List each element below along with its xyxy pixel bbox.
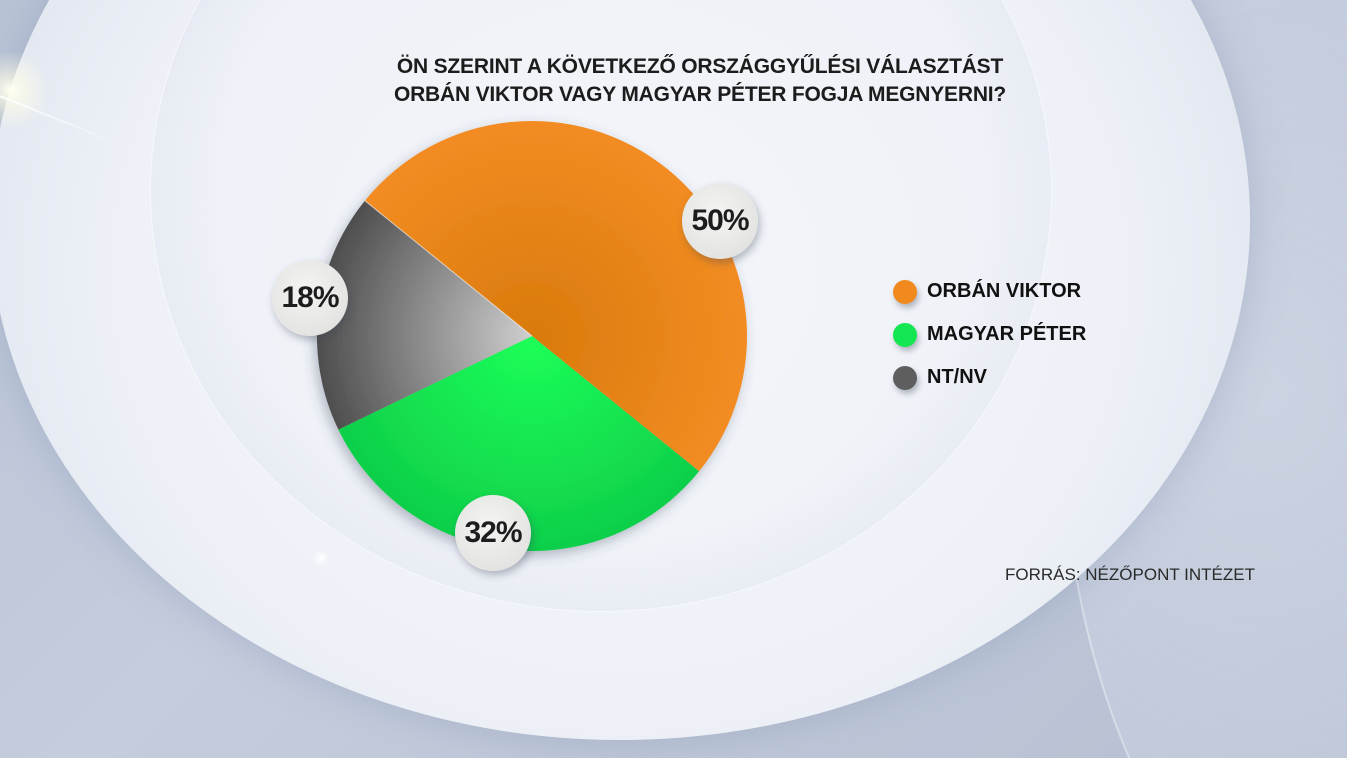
- chart-title: ÖN SZERINT A KÖVETKEZŐ ORSZÁGGYŰLÉSI VÁL…: [340, 53, 1060, 109]
- legend-item-ntnv: NT/NV: [893, 356, 1086, 399]
- source-note: FORRÁS: NÉZŐPONT INTÉZET: [1005, 565, 1255, 584]
- pie-slice-ntnv: [316, 200, 532, 430]
- pie-slice-orban: [364, 120, 748, 472]
- sparkle-icon: [312, 549, 330, 567]
- chart-title-line-1: ÖN SZERINT A KÖVETKEZŐ ORSZÁGGYŰLÉSI VÁL…: [396, 55, 1004, 78]
- legend-label: NT/NV: [927, 366, 987, 388]
- legend-dot-green-icon: [893, 322, 917, 347]
- pie-label-ntnv: 18%: [272, 260, 348, 336]
- legend-dot-orange-icon: [893, 279, 917, 304]
- pie-label-orban: 50%: [682, 183, 758, 259]
- legend-item-orban: ORBÁN VIKTOR: [893, 270, 1086, 313]
- pie-label-magyar: 32%: [455, 495, 531, 571]
- legend-item-magyar: MAGYAR PÉTER: [893, 313, 1086, 356]
- legend-label: ORBÁN VIKTOR: [927, 280, 1082, 302]
- chart-title-line-2: ORBÁN VIKTOR VAGY MAGYAR PÉTER FOGJA MEG…: [393, 83, 1007, 106]
- chart-legend: ORBÁN VIKTOR MAGYAR PÉTER NT/NV: [893, 270, 1086, 399]
- legend-dot-grey-icon: [893, 365, 917, 390]
- pie-slice-magyar: [338, 336, 700, 552]
- legend-label: MAGYAR PÉTER: [927, 323, 1087, 345]
